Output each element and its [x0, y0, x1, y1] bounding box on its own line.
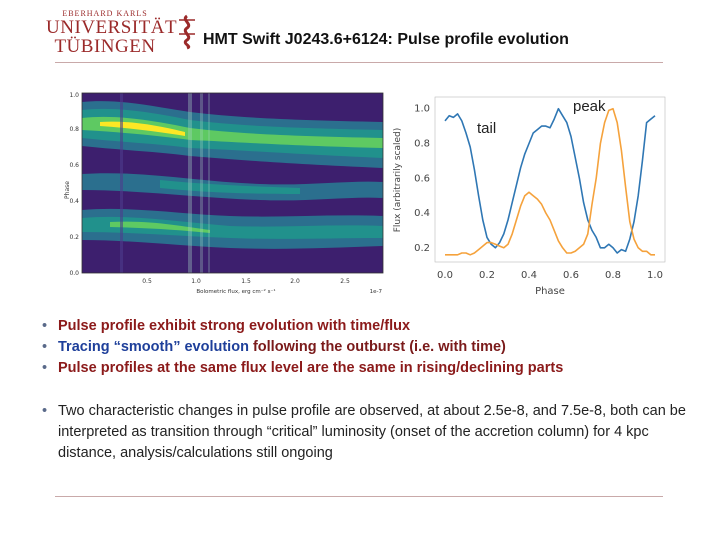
heatmap-ytick-1: 0.2 [69, 234, 79, 241]
bottom-divider [55, 496, 663, 497]
heatmap-ytick-0: 0.0 [69, 270, 79, 277]
profile-plot-frame [434, 96, 666, 263]
heatmap-exponent: 1e-7 [370, 289, 383, 295]
profile-series-line-2 [445, 107, 655, 256]
profile-ytick-1: 0.4 [414, 208, 430, 219]
university-emblem-icon [177, 14, 197, 50]
profile-xtick-3: 0.6 [563, 270, 579, 281]
bullet-dot-icon: • [42, 360, 48, 376]
profile-ylabel: Flux (arbitrarily scaled) [393, 128, 403, 233]
profile-ytick-4: 1.0 [414, 104, 430, 115]
summary-bullet: • Two characteristic changes in pulse pr… [30, 401, 710, 464]
heatmap-xtick-3: 2.0 [290, 278, 300, 285]
bullet-item-1: • Pulse profile exhibit strong evolution… [30, 316, 710, 337]
bullet-text: Pulse profile exhibit strong evolution w… [58, 318, 411, 334]
heatmap-xtick-1: 1.0 [191, 278, 201, 285]
heatmap-ytick-2: 0.4 [69, 198, 79, 205]
bullet-dot-icon: • [42, 318, 48, 334]
bullet-text-rest: following the outburst (i.e. with time) [248, 339, 506, 355]
university-logo: EBERHARD KARLS UNIVERSITÄT TÜBINGEN [46, 9, 178, 57]
heatmap-xtick-0: 0.5 [142, 278, 152, 285]
bullet-text-highlight: Tracing “smooth” evolution [58, 339, 249, 355]
profile-xlabel: Phase [535, 286, 565, 297]
profile-xtick-5: 1.0 [647, 270, 663, 281]
annotation-peak: peak [573, 98, 606, 115]
logo-line1: UNIVERSITÄT [46, 17, 178, 38]
bullet-dot-icon: • [42, 403, 48, 419]
heatmap-ylabel: Phase [64, 181, 71, 199]
pulse-profile-heatmap: 0.0 0.2 0.4 0.6 0.8 1.0 Phase 0.5 1.0 1.… [64, 92, 384, 295]
heatmap-ytick-4: 0.8 [69, 126, 79, 133]
profile-xtick-2: 0.4 [521, 270, 537, 281]
bullet-item-2: • Tracing “smooth” evolution following t… [30, 337, 710, 358]
bullet-item-3: • Pulse profiles at the same flux level … [30, 358, 710, 379]
heatmap-ytick-5: 1.0 [69, 92, 79, 99]
bullet-list: • Pulse profile exhibit strong evolution… [30, 316, 710, 379]
heatmap-xlabel: Bolometric flux, erg cm⁻² s⁻¹ [196, 288, 275, 295]
heatmap-area [82, 93, 383, 273]
summary-text: Two characteristic changes in pulse prof… [58, 403, 686, 461]
profile-xtick-0: 0.0 [437, 270, 453, 281]
heatmap-xtick-2: 1.5 [241, 278, 251, 285]
heatmap-xtick-4: 2.5 [340, 278, 350, 285]
profile-xtick-4: 0.8 [605, 270, 621, 281]
bullet-dot-icon: • [42, 339, 48, 355]
top-divider [55, 62, 663, 63]
profile-ytick-2: 0.6 [414, 173, 430, 184]
heatmap-ytick-3: 0.6 [69, 162, 79, 169]
profile-series-line-1 [444, 107, 656, 254]
bullet-text: Pulse profiles at the same flux level ar… [58, 360, 564, 376]
slide-title: HMT Swift J0243.6+6124: Pulse profile ev… [203, 31, 569, 48]
profile-ytick-3: 0.8 [414, 138, 430, 149]
logo-small-text: EBERHARD KARLS [62, 9, 148, 18]
logo-line2: TÜBINGEN [54, 36, 156, 57]
annotation-tail: tail [477, 120, 496, 137]
profile-xtick-1: 0.2 [479, 270, 495, 281]
pulse-profile-plot: 0.2 0.4 0.6 0.8 1.0 0.0 0.2 0.4 0.6 0.8 1.0 Flux … [393, 96, 666, 297]
profile-ytick-0: 0.2 [414, 243, 430, 254]
